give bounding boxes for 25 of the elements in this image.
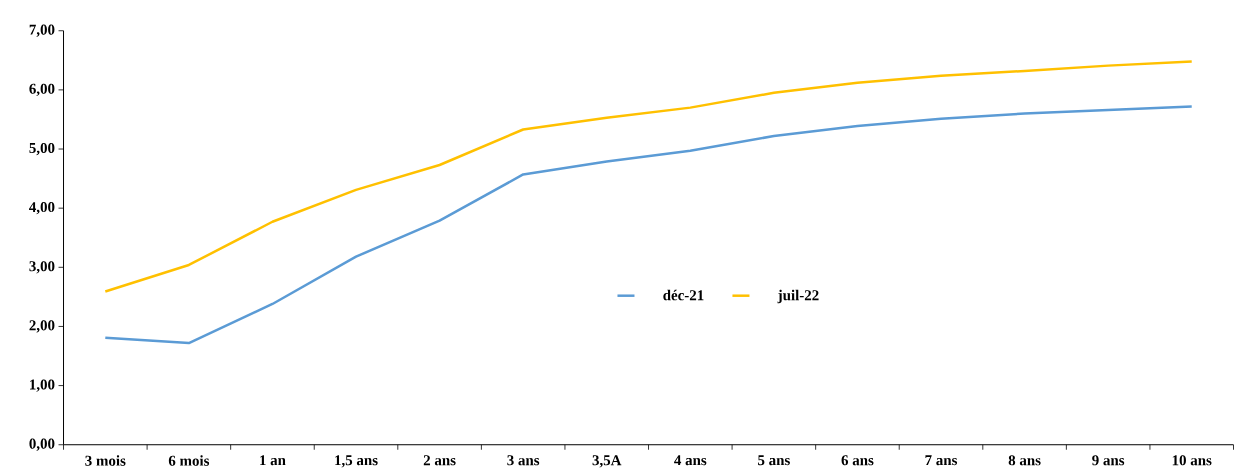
x-tick-label: 3 ans [507, 455, 540, 466]
y-tick-label: 2,00 [29, 320, 55, 333]
y-tick-label: 4,00 [29, 202, 55, 215]
x-tick-label: 7 ans [925, 455, 958, 466]
line-series [104, 105, 1193, 345]
x-tick-label: 3,5A [592, 455, 622, 468]
y-tick-label: 3,00 [29, 261, 55, 274]
x-tick-label: 5 ans [758, 455, 790, 466]
y-tick-label: 7,00 [29, 24, 55, 37]
x-tick-label: 9 ans [1092, 455, 1125, 466]
x-tick-label: 4 ans [674, 455, 707, 466]
x-tick-label: 1 an [260, 455, 286, 466]
y-tick-label: 0,00 [29, 438, 55, 451]
y-tick-label: 1,00 [30, 379, 55, 392]
legend-label: déc-21 [663, 289, 704, 301]
x-tick-label: 2 ans [423, 455, 456, 466]
x-tick-label: 3 mois [85, 455, 126, 466]
x-tick-label: 6 mois [168, 455, 210, 466]
x-tick-label: 6 ans [841, 455, 874, 466]
legend-label: juil-22 [777, 289, 819, 304]
y-tick-label: 6,00 [29, 83, 55, 97]
y-tick-label: 5,00 [29, 142, 55, 156]
x-tick-label: 1,5 ans [335, 455, 378, 468]
x-tick-label: 8 ans [1008, 455, 1041, 466]
x-tick-label: 10 ans [1172, 455, 1212, 466]
